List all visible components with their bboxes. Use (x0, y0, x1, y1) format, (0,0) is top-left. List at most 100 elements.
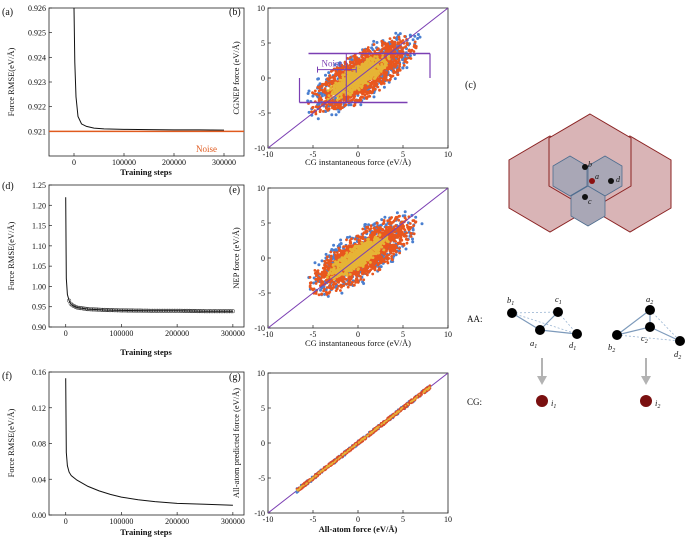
point-core-b (336, 98, 339, 102)
point-middle-b (384, 46, 388, 50)
point-middle-b (377, 79, 381, 83)
ytick-label-b-0: -10 (254, 144, 265, 153)
point-middle-b (314, 112, 318, 116)
series-marker-d (205, 309, 210, 314)
point-middle-b (360, 55, 364, 59)
point-middle-b (398, 65, 401, 68)
point-outer-e (414, 215, 418, 219)
point-middle-b (357, 58, 361, 62)
point-middle-e (337, 246, 341, 250)
point-core-b (326, 89, 330, 93)
point-outer-b (338, 64, 342, 67)
point-middle-b (414, 46, 418, 50)
point-middle-b (344, 103, 348, 107)
point-outer-e (383, 215, 387, 219)
point-core-b (377, 72, 381, 75)
point-core-b (343, 78, 347, 82)
point-middle-b (323, 87, 327, 91)
ytick-label-a-5: 0.926 (28, 4, 46, 13)
point-core-b (326, 97, 330, 101)
point-core-b (383, 63, 387, 67)
point-core-b (336, 89, 339, 93)
point-middle-e (379, 248, 383, 252)
point-middle-e (329, 254, 333, 258)
point-outer-b (398, 32, 402, 36)
point-middle-e (324, 261, 328, 265)
point-core-b (387, 56, 390, 60)
point-middle-b (413, 40, 417, 44)
point-core-b (357, 81, 361, 85)
ylabel-a: Force RMSE(eV/Å) (6, 47, 16, 116)
point-middle-b (327, 81, 331, 85)
point-middle-b (368, 94, 372, 98)
point-middle-b (398, 41, 402, 44)
point-middle-b (406, 53, 410, 57)
series-marker-d (182, 308, 187, 313)
point-middle-b (401, 39, 405, 42)
point-middle-b (351, 60, 355, 64)
point-outer-b (359, 103, 363, 107)
point-middle-b (388, 37, 392, 40)
point-core-b (347, 81, 351, 85)
ytick-label-d-2: 1.00 (32, 282, 46, 291)
point-middle-b (403, 59, 407, 63)
point-middle-b (386, 46, 390, 50)
series-marker-d (189, 308, 194, 314)
plot-frame-d (48, 184, 245, 328)
series-marker-d (177, 308, 182, 313)
point-middle-b (393, 43, 397, 47)
point-core-b (360, 66, 364, 70)
point-middle-b (325, 103, 329, 107)
point-core-b (343, 73, 346, 76)
point-outer-e (404, 247, 408, 251)
ytick-label-d-5: 1.15 (32, 222, 46, 231)
point-middle-e (344, 282, 348, 286)
point-middle-b (321, 110, 325, 113)
xtick-label-d-3: 300000 (221, 329, 245, 338)
xtick-label-b-3: 5 (401, 150, 405, 159)
xtick-label-a-0: 0 (72, 158, 76, 167)
series-marker-d (158, 308, 164, 313)
ticks-a: 0 100000 200000 3000000.9210.9220.9230.9240… (28, 4, 236, 167)
point-middle-e (361, 227, 365, 231)
panel-label-a: (a) (2, 7, 13, 18)
point-middle-b (412, 45, 416, 48)
point-outer-e (345, 236, 349, 239)
point-middle-e (371, 272, 375, 276)
series-marker-d (224, 309, 229, 314)
point-middle-b (338, 103, 342, 107)
ticks-d: 0 100000 200000 3000000.900.951.001.051.101… (32, 181, 245, 338)
point-middle-e (351, 280, 354, 284)
point-middle-b (360, 90, 363, 94)
point-core-b (349, 89, 353, 93)
point-middle-b (365, 48, 369, 51)
point-core-b (337, 85, 340, 89)
point-middle-e (317, 293, 321, 297)
series-marker-d (135, 308, 140, 313)
xtick-label-a-1: 100000 (112, 158, 136, 167)
point-middle-e (375, 221, 379, 225)
point-middle-b (330, 76, 334, 79)
point-middle-b (395, 55, 399, 58)
series-marker-d (172, 308, 177, 313)
point-core-b (347, 87, 350, 90)
point-core-b (369, 77, 373, 81)
point-core-b (364, 81, 368, 85)
point-outer-e (317, 263, 321, 267)
ytick-label-e-4: 10 (257, 184, 265, 193)
point-core-b (348, 70, 352, 74)
point-core-b (364, 63, 368, 67)
panel-label-c: (c) (465, 80, 476, 91)
point-middle-e (333, 251, 336, 254)
point-core-b (341, 90, 345, 94)
point-middle-b (395, 60, 399, 64)
ytick-label-d-6: 1.20 (32, 201, 46, 210)
point-core-b (371, 67, 375, 71)
series-marker-d (212, 309, 217, 314)
point-middle-b (372, 84, 376, 87)
point-outer-b (318, 82, 322, 86)
point-middle-b (357, 62, 361, 65)
point-middle-e (359, 278, 363, 281)
point-core-b (327, 94, 331, 97)
